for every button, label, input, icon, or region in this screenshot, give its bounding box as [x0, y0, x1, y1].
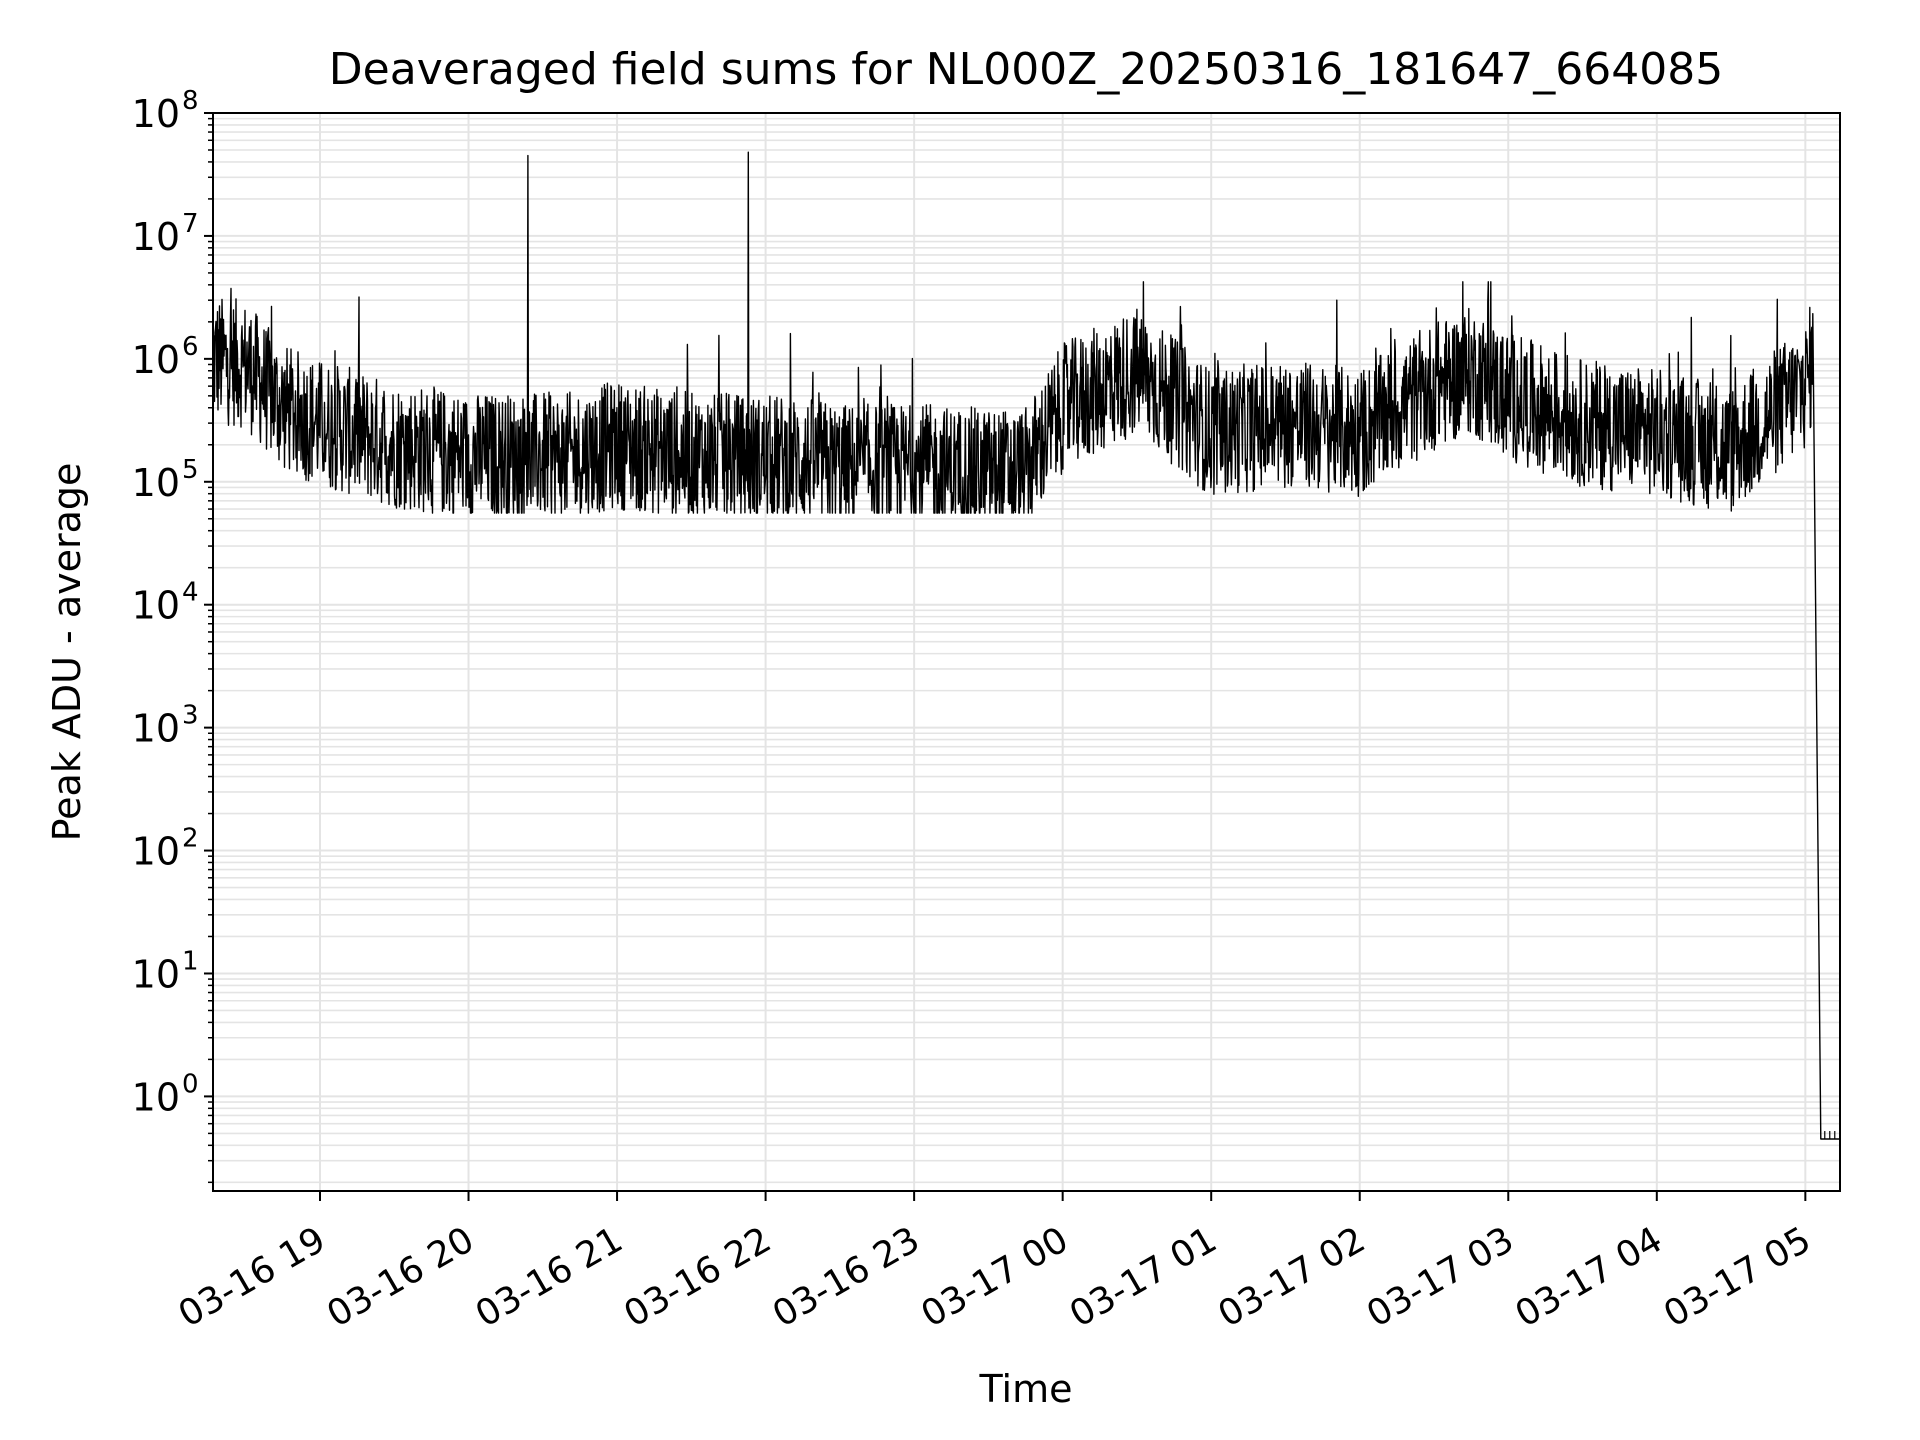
x-tick-label: 03-16 19: [172, 1219, 333, 1335]
y-tick-label-base: 10: [132, 830, 180, 874]
y-tick-label: 10 3: [132, 701, 199, 751]
x-axis-label: Time: [979, 1367, 1073, 1411]
y-tick-label: 10 7: [132, 209, 199, 259]
y-tick-label: 10 5: [132, 455, 199, 505]
chart-title: Deaveraged field sums for NL000Z_2025031…: [329, 44, 1723, 95]
y-tick-label: 10 8: [132, 86, 199, 136]
x-tick-label: 03-16 21: [469, 1219, 630, 1335]
y-tick-label-base: 10: [132, 461, 180, 505]
y-tick-label-exponent: 5: [182, 455, 199, 485]
x-tick-label: 03-16 23: [766, 1219, 927, 1335]
y-tick-label-base: 10: [132, 952, 180, 996]
y-tick-label-exponent: 3: [182, 701, 199, 731]
y-tick-label-exponent: 4: [182, 578, 199, 608]
x-tick-label: 03-17 03: [1360, 1219, 1521, 1335]
y-tick-label-exponent: 0: [182, 1069, 199, 1099]
x-tick-label: 03-17 02: [1212, 1219, 1373, 1335]
x-tick-label: 03-16 20: [320, 1219, 481, 1335]
x-tick-label: 03-17 00: [914, 1219, 1075, 1335]
y-tick-label-base: 10: [132, 338, 180, 382]
y-tick-label-base: 10: [132, 92, 180, 136]
x-tick-label: 03-17 05: [1657, 1219, 1818, 1335]
grid: [213, 112, 1840, 1191]
series-line: [212, 151, 1840, 1140]
y-tick-label: 10 1: [132, 946, 199, 996]
y-tick-label-base: 10: [132, 707, 180, 751]
x-tick-label: 03-16 22: [617, 1219, 778, 1335]
x-tick-label: 03-17 04: [1509, 1219, 1670, 1335]
y-tick-label-base: 10: [132, 1075, 180, 1119]
y-tick-label-base: 10: [132, 584, 180, 628]
axes-frame: [212, 112, 1841, 1192]
y-tick-label-exponent: 2: [182, 824, 199, 854]
y-tick-label: 10 4: [132, 578, 199, 628]
y-tick-label-exponent: 6: [182, 332, 199, 362]
y-tick-label-exponent: 1: [182, 946, 199, 976]
y-tick-label: 10 0: [132, 1069, 199, 1119]
y-tick-label-base: 10: [132, 215, 180, 259]
x-tick-label: 03-17 01: [1063, 1219, 1224, 1335]
y-tick-label: 10 6: [132, 332, 199, 382]
y-tick-label-exponent: 8: [182, 86, 199, 116]
y-tick-label: 10 2: [132, 824, 199, 874]
y-axis-label: Peak ADU - average: [45, 463, 89, 842]
y-tick-label-exponent: 7: [182, 209, 199, 239]
